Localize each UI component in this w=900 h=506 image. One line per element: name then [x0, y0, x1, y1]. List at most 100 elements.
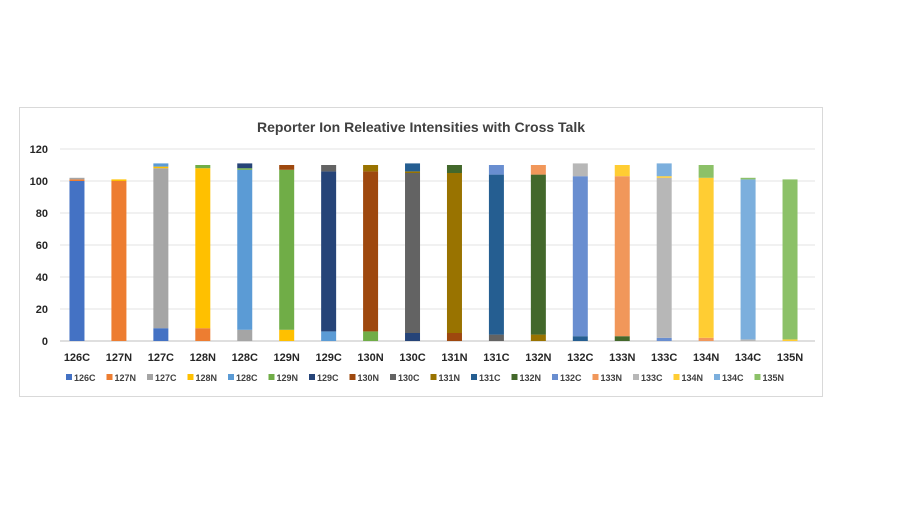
bar-segment-135N-at-134N: [698, 165, 714, 178]
legend-label: 131C: [479, 373, 501, 383]
legend-swatch: [390, 374, 396, 380]
bar-segment-134C-at-133C: [656, 163, 672, 177]
bar-segment-132N-at-132N: [530, 174, 546, 335]
x-category-label: 128N: [190, 352, 216, 364]
bar-segment-129C-at-129C: [321, 171, 337, 332]
legend-swatch: [471, 374, 477, 380]
bar-segment-129C-at-130C: [405, 333, 421, 341]
legend-swatch: [511, 374, 518, 380]
legend-swatch: [147, 374, 153, 380]
bar-segment-133C-at-133C: [656, 177, 672, 338]
bar-segment-130N-at-130N: [363, 171, 379, 332]
bar-segment-127N-at-127N: [111, 181, 127, 341]
bar-segment-132N-at-131N: [446, 165, 462, 173]
x-category-label: 132C: [567, 352, 593, 364]
bar-segment-129C-at-128C: [237, 163, 253, 169]
y-tick-label: 40: [36, 272, 48, 284]
x-category-label: 129N: [274, 352, 300, 364]
bar-segment-126C-at-127C: [153, 328, 169, 341]
x-category-label: 130N: [357, 352, 383, 364]
x-category-label: 133C: [651, 352, 677, 364]
bar-segment-131N-at-130C: [405, 171, 421, 173]
legend-swatch: [309, 374, 315, 380]
x-category-label: 128C: [232, 352, 258, 364]
legend-label: 132N: [520, 373, 542, 383]
bar-segment-133N-at-132N: [530, 165, 546, 175]
legend-label: 134N: [682, 373, 704, 383]
bar-segment-131C-at-131C: [488, 174, 504, 335]
bar-segment-128N-at-127N: [111, 179, 127, 181]
bar-segment-133N-at-134N: [698, 337, 714, 341]
legend-swatch: [430, 374, 437, 380]
legend-label: 133C: [641, 373, 663, 383]
legend-label: 126C: [74, 373, 96, 383]
bar-segment-135N-at-134C: [740, 177, 756, 180]
legend-swatch: [714, 374, 720, 380]
x-category-label: 135N: [777, 352, 803, 364]
legend-swatch: [228, 374, 234, 380]
bar-segment-129N-at-129N: [279, 169, 295, 330]
y-tick-label: 100: [30, 176, 48, 188]
bar-segment-128N-at-128N: [195, 168, 211, 329]
y-tick-label: 0: [42, 336, 48, 348]
chart-title: Reporter Ion Releative Intensities with …: [257, 119, 585, 135]
legend-swatch: [592, 374, 599, 380]
legend-swatch: [349, 374, 356, 380]
bar-segment-133C-at-132C: [572, 163, 588, 177]
x-category-label: 130C: [399, 352, 425, 364]
legend-label: 127N: [115, 373, 137, 383]
bar-segment-134C-at-134C: [740, 179, 756, 340]
bar-segment-134N-at-133N: [614, 165, 630, 177]
bar-segment-130C-at-129C: [321, 165, 337, 172]
legend-swatch: [754, 374, 761, 380]
bar-segment-130N-at-131N: [446, 333, 462, 341]
legend-label: 130C: [398, 373, 420, 383]
x-category-label: 127C: [148, 352, 174, 364]
legend-label: 134C: [722, 373, 744, 383]
chart-container: Reporter Ion Releative Intensities with …: [19, 107, 823, 397]
bar-segment-133N-at-133N: [614, 176, 630, 337]
bar-segment-129N-at-130N: [363, 331, 379, 341]
bar-segment-134N-at-134N: [698, 177, 714, 338]
bar-segment-127C-at-128C: [237, 329, 253, 341]
bar-segment-128C-at-127C: [153, 163, 169, 167]
bar-segment-129N-at-128N: [195, 165, 211, 169]
legend-label: 127C: [155, 373, 177, 383]
legend-label: 129C: [317, 373, 339, 383]
legend-label: 129N: [277, 373, 299, 383]
x-category-label: 132N: [525, 352, 551, 364]
legend-swatch: [633, 374, 639, 380]
bar-segment-131N-at-130N: [363, 165, 379, 172]
gridlines: [60, 148, 815, 342]
stacked-bar-chart: Reporter Ion Releative Intensities with …: [30, 119, 815, 383]
x-category-label: 131N: [441, 352, 467, 364]
legend-swatch: [66, 374, 72, 380]
bar-segment-131C-at-130C: [405, 163, 421, 172]
bar-segment-134N-at-135N: [782, 339, 798, 341]
bar-segment-128C-at-128C: [237, 169, 253, 330]
legend-swatch: [106, 374, 113, 380]
legend-label: 133N: [601, 373, 623, 383]
x-category-label: 134N: [693, 352, 719, 364]
bar-segment-126C-at-126C: [69, 181, 85, 341]
bar-segment-130C-at-130C: [405, 173, 421, 333]
legend-label: 130N: [358, 373, 380, 383]
bar-segment-128N-at-127C: [153, 166, 169, 169]
legend-label: 128N: [196, 373, 218, 383]
bar-segment-128N-at-129N: [279, 329, 295, 341]
legend: 126C 127N 127C 128N 128C 129N 129C 130N 130C 131N…: [66, 373, 784, 383]
legend-swatch: [673, 374, 680, 380]
bar-segment-135N-at-135N: [782, 179, 798, 340]
bar-segment-134N-at-133C: [656, 176, 672, 178]
bar-segment-133C-at-134C: [740, 339, 756, 341]
x-category-label: 131C: [483, 352, 509, 364]
x-category-label: 129C: [315, 352, 341, 364]
x-axis-categories: 126C 127N 127C 128N 128C 129N 129C 130N 130C 131N…: [64, 352, 803, 364]
legend-label: 128C: [236, 373, 258, 383]
bar-segment-132N-at-133N: [614, 336, 630, 341]
y-tick-label: 20: [36, 304, 48, 316]
legend-label: 132C: [560, 373, 582, 383]
x-category-label: 133N: [609, 352, 635, 364]
bar-segment-127N-at-126C: [69, 179, 85, 181]
legend-swatch: [187, 374, 194, 380]
